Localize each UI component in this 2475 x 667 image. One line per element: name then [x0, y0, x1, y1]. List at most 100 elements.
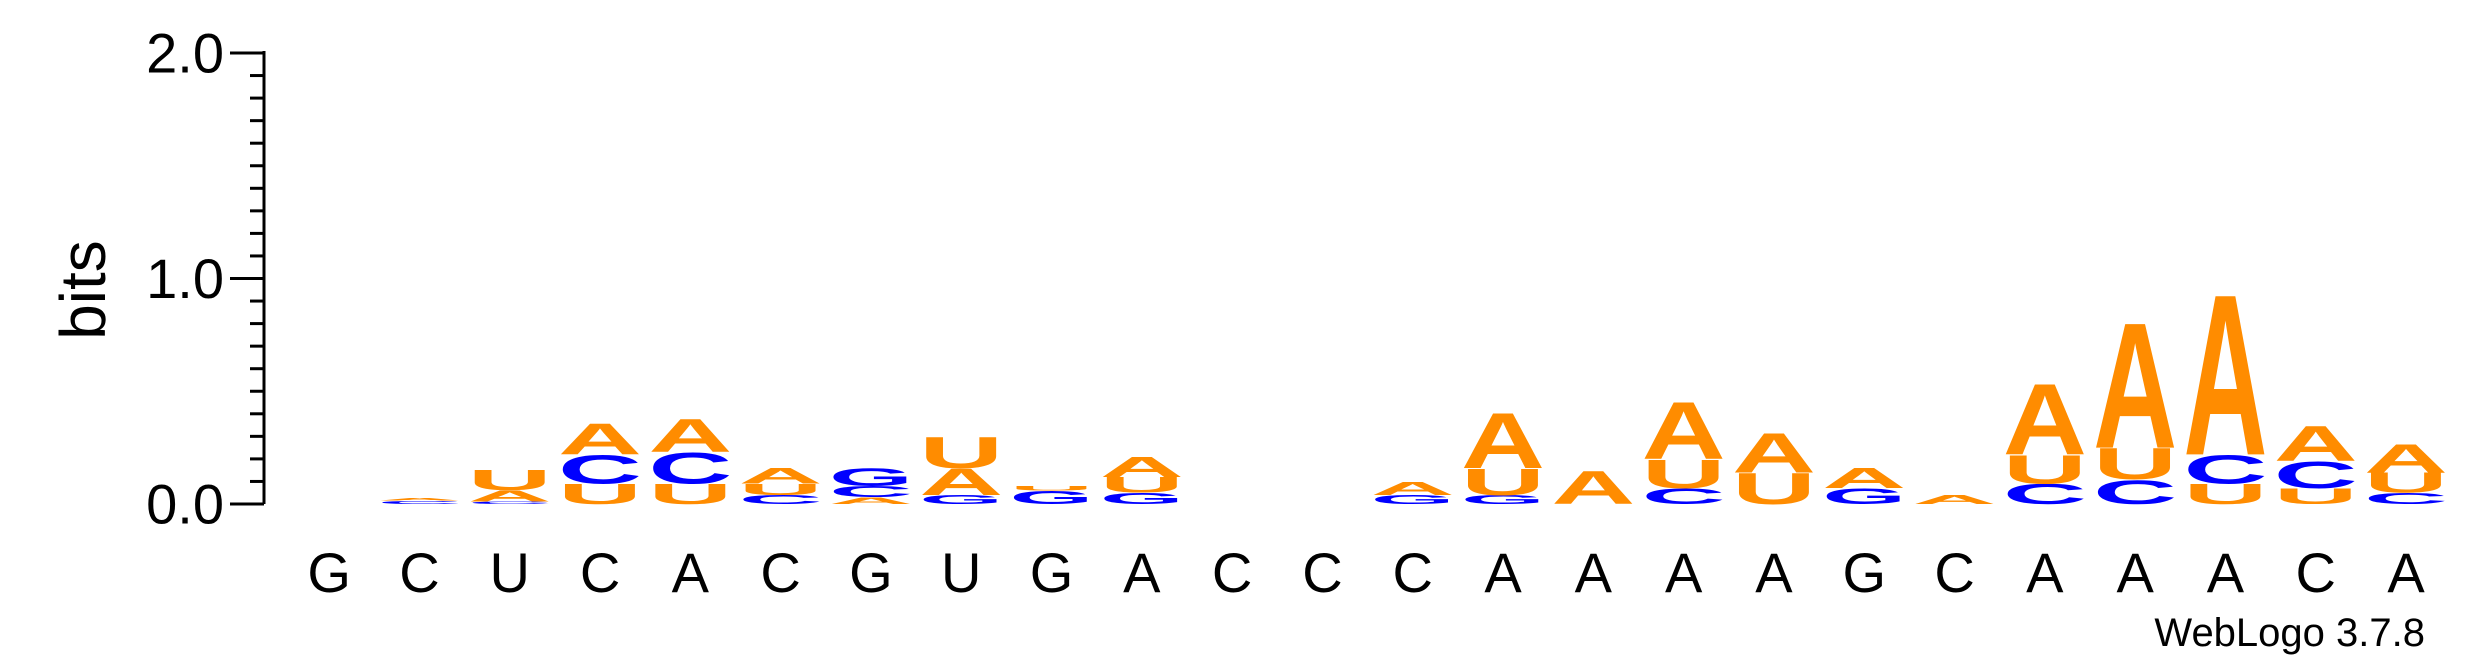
x-tick-label: C	[580, 541, 620, 604]
svg-text:U: U	[2093, 439, 2177, 489]
x-tick-label: U	[941, 541, 981, 604]
logo-letter-C: C	[2093, 473, 2177, 512]
logo-letter-C: C	[739, 493, 823, 507]
x-tick-label: C	[1393, 541, 1433, 604]
svg-text:A: A	[2003, 364, 2087, 477]
svg-text:C: C	[2274, 455, 2358, 497]
svg-text:C: C	[2364, 490, 2448, 508]
svg-text:C: C	[2093, 473, 2177, 512]
x-tick-label: C	[399, 541, 439, 604]
svg-text:G: G	[1100, 490, 1184, 508]
svg-text:A: A	[1371, 478, 1455, 499]
svg-text:C: C	[739, 493, 823, 507]
logo-letter-G: G	[1010, 487, 1094, 508]
svg-text:U: U	[1732, 464, 1816, 514]
logo-letter-A: A	[2274, 416, 2358, 472]
svg-text:U: U	[1010, 485, 1094, 492]
svg-text:A: A	[739, 464, 823, 489]
svg-text:U: U	[1461, 461, 1545, 503]
x-tick-label: G	[307, 541, 351, 604]
svg-text:U: U	[648, 478, 732, 510]
logo-letter-C: C	[829, 483, 913, 501]
logo-letter-A: A	[558, 414, 642, 464]
svg-text:C: C	[2003, 478, 2087, 510]
svg-text:G: G	[919, 493, 1003, 507]
logo-letter-A: A	[1822, 462, 1906, 494]
x-tick-label: U	[490, 541, 530, 604]
logo-letter-U: U	[2093, 439, 2177, 489]
logo-letter-A: A	[1100, 451, 1184, 483]
svg-text:G: G	[1371, 493, 1455, 507]
svg-text:U: U	[919, 428, 1003, 478]
svg-text:G: G	[1461, 493, 1545, 507]
svg-text:C: C	[648, 444, 732, 494]
svg-text:U: U	[739, 481, 823, 499]
logo-letter-U: U	[1100, 473, 1184, 498]
logo-letter-A: A	[2093, 286, 2177, 487]
logo-letter-U: U	[558, 478, 642, 510]
svg-text:U: U	[468, 464, 552, 496]
logo-letter-A: A	[377, 498, 461, 501]
svg-text:C: C	[558, 447, 642, 493]
logo-letter-A: A	[1371, 478, 1455, 499]
logo-letter-U: U	[648, 478, 732, 510]
svg-text:U: U	[2003, 447, 2087, 493]
logo-letter-C: C	[2003, 478, 2087, 510]
logo-letter-C: C	[648, 444, 732, 494]
svg-text:A: A	[1551, 461, 1635, 514]
logo-letter-U: U	[2364, 467, 2448, 499]
logo-letter-C: C	[2274, 455, 2358, 497]
svg-text:A: A	[1913, 493, 1997, 507]
logo-letter-G: G	[919, 493, 1003, 507]
svg-text:U: U	[2274, 484, 2358, 509]
logo-letter-G: G	[1371, 493, 1455, 507]
logo-letter-C: C	[468, 501, 552, 505]
logo-letter-G: G	[829, 463, 913, 491]
x-tick-label: A	[1123, 541, 1161, 604]
svg-text:C: C	[1642, 484, 1726, 509]
x-tick-label: G	[849, 541, 893, 604]
logo-letter-U: U	[2183, 478, 2267, 510]
svg-text:A: A	[2183, 246, 2267, 503]
logo-letter-A: A	[1461, 397, 1545, 485]
logo-letter-C: C	[1642, 484, 1726, 509]
logo-letter-A: A	[1551, 461, 1635, 514]
svg-text:A: A	[558, 414, 642, 464]
svg-text:C: C	[2183, 447, 2267, 493]
svg-text:U: U	[558, 478, 642, 510]
svg-text:C: C	[829, 483, 913, 501]
logo-letter-U: U	[1642, 452, 1726, 498]
x-tick-label: A	[2116, 541, 2154, 604]
svg-text:A: A	[1100, 451, 1184, 483]
logo-letter-A: A	[468, 487, 552, 505]
logo-letter-C: C	[2183, 447, 2267, 493]
logo-letter-U: U	[919, 428, 1003, 478]
x-tick-label: A	[2026, 541, 2064, 604]
svg-text:A: A	[377, 498, 461, 501]
logo-letter-G: G	[1100, 490, 1184, 508]
svg-text:U: U	[2364, 467, 2448, 499]
y-tick-label: 2.0	[146, 22, 224, 85]
x-tick-label: C	[760, 541, 800, 604]
x-tick-label: C	[2296, 541, 2336, 604]
x-tick-label: G	[1842, 541, 1886, 604]
x-tick-label: A	[1575, 541, 1613, 604]
logo-letter-C: C	[2364, 490, 2448, 508]
logo-letter-U: U	[1010, 485, 1094, 492]
logo-letter-U: U	[1732, 464, 1816, 514]
svg-text:A: A	[1461, 397, 1545, 485]
x-tick-label: C	[1212, 541, 1252, 604]
x-tick-label: A	[1755, 541, 1793, 604]
y-tick-label: 1.0	[146, 247, 224, 310]
y-axis: 0.0 1.0 2.0	[146, 22, 266, 536]
svg-text:A: A	[648, 410, 732, 463]
svg-text:A: A	[2274, 416, 2358, 472]
logo-letter-U: U	[1461, 461, 1545, 503]
x-tick-label: G	[1030, 541, 1074, 604]
svg-text:U: U	[1642, 452, 1726, 498]
x-tick-label: A	[672, 541, 710, 604]
svg-text:C: C	[468, 501, 552, 505]
logo-letter-C: C	[558, 447, 642, 493]
